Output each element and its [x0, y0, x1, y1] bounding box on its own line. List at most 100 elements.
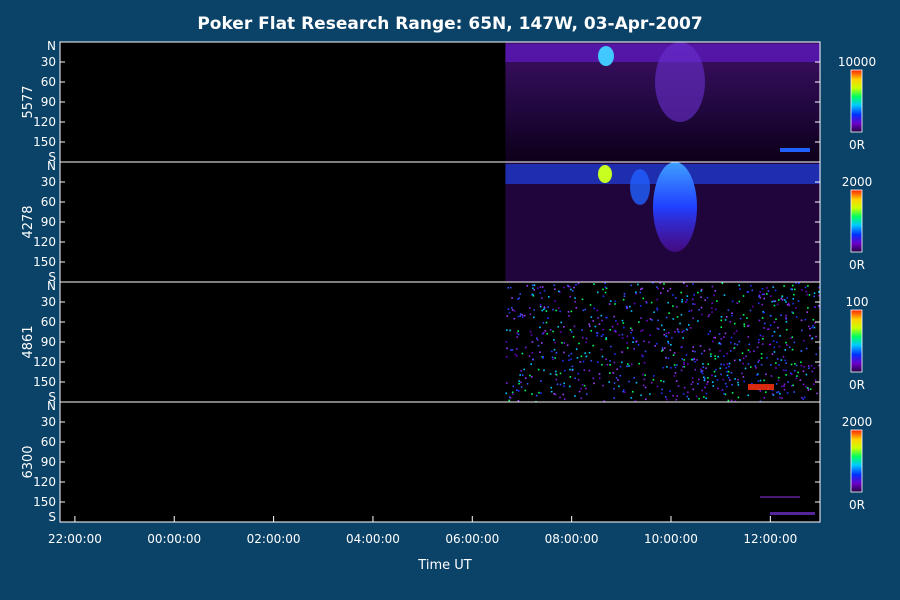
noise-pixel — [533, 284, 536, 287]
noise-pixel — [818, 286, 820, 289]
noise-pixel — [795, 282, 797, 284]
noise-pixel — [777, 391, 780, 393]
noise-pixel — [511, 297, 513, 299]
noise-pixel — [512, 385, 515, 388]
noise-pixel — [531, 284, 534, 287]
noise-pixel — [812, 318, 815, 321]
noise-pixel — [700, 296, 702, 299]
noise-pixel — [776, 358, 779, 360]
noise-pixel — [739, 317, 742, 320]
noise-pixel — [623, 326, 625, 329]
noise-pixel — [759, 379, 762, 382]
noise-pixel — [773, 346, 776, 349]
noise-pixel — [509, 329, 511, 332]
noise-pixel — [544, 330, 547, 332]
noise-pixel — [676, 364, 678, 366]
noise-pixel — [816, 392, 818, 395]
noise-pixel — [645, 398, 647, 401]
noise-pixel — [626, 306, 629, 309]
noise-pixel — [760, 352, 763, 355]
noise-pixel — [718, 333, 721, 335]
noise-pixel — [672, 294, 674, 296]
noise-pixel — [818, 304, 820, 307]
noise-pixel — [641, 354, 643, 357]
noise-pixel — [533, 309, 536, 311]
y-tick-label: S — [48, 270, 56, 284]
noise-pixel — [569, 329, 572, 331]
noise-pixel — [720, 315, 723, 318]
noise-pixel — [692, 350, 694, 352]
noise-pixel — [775, 362, 777, 364]
noise-pixel — [537, 344, 540, 347]
noise-pixel — [667, 357, 670, 360]
noise-pixel — [721, 282, 724, 285]
noise-pixel — [621, 333, 624, 336]
noise-pixel — [613, 361, 616, 364]
noise-pixel — [563, 286, 565, 289]
noise-pixel — [536, 287, 539, 289]
noise-pixel — [609, 363, 611, 366]
noise-pixel — [621, 337, 624, 339]
noise-pixel — [656, 309, 659, 311]
noise-pixel — [778, 364, 780, 366]
noise-pixel — [629, 327, 632, 330]
noise-pixel — [719, 350, 721, 352]
noise-pixel — [675, 398, 678, 401]
noise-pixel — [663, 333, 666, 336]
noise-pixel — [759, 334, 762, 337]
noise-pixel — [746, 291, 749, 293]
noise-pixel — [699, 345, 702, 347]
noise-pixel — [704, 299, 706, 301]
panel-image — [505, 282, 821, 404]
noise-pixel — [571, 369, 574, 372]
noise-pixel — [517, 330, 520, 333]
noise-pixel — [733, 359, 736, 362]
noise-pixel — [580, 355, 583, 358]
noise-pixel — [761, 288, 764, 290]
noise-pixel — [656, 286, 658, 288]
noise-pixel — [662, 349, 664, 351]
noise-pixel — [604, 286, 607, 289]
noise-pixel — [747, 336, 750, 338]
noise-pixel — [596, 334, 599, 337]
noise-pixel — [507, 308, 510, 310]
noise-pixel — [633, 302, 636, 305]
noise-pixel — [518, 380, 521, 383]
noise-pixel — [677, 330, 680, 333]
noise-pixel — [731, 312, 733, 315]
noise-pixel — [698, 397, 700, 400]
noise-pixel — [693, 294, 695, 296]
noise-pixel — [739, 288, 741, 290]
noise-pixel — [613, 397, 616, 399]
noise-pixel — [809, 334, 811, 337]
noise-pixel — [744, 367, 747, 370]
noise-pixel — [779, 396, 781, 399]
noise-pixel — [531, 341, 534, 343]
noise-pixel — [786, 392, 789, 394]
noise-pixel — [626, 335, 629, 338]
noise-pixel — [672, 305, 674, 307]
y-tick-label: 150 — [33, 495, 56, 509]
noise-pixel — [661, 388, 663, 391]
noise-pixel — [712, 385, 715, 387]
noise-pixel — [768, 343, 771, 346]
noise-pixel — [808, 294, 811, 296]
noise-pixel — [765, 373, 767, 376]
noise-pixel — [711, 374, 713, 377]
noise-pixel — [571, 368, 574, 371]
noise-pixel — [785, 320, 788, 323]
noise-pixel — [695, 395, 698, 398]
noise-pixel — [716, 300, 718, 302]
noise-pixel — [511, 349, 514, 351]
noise-pixel — [724, 382, 727, 385]
noise-pixel — [594, 325, 597, 328]
noise-pixel — [780, 297, 783, 300]
noise-pixel — [769, 343, 772, 346]
noise-pixel — [810, 338, 813, 340]
noise-pixel — [692, 346, 695, 348]
noise-pixel — [719, 367, 722, 370]
noise-pixel — [729, 320, 732, 323]
noise-pixel — [693, 358, 696, 360]
noise-pixel — [577, 282, 580, 285]
panel-image — [505, 162, 820, 282]
